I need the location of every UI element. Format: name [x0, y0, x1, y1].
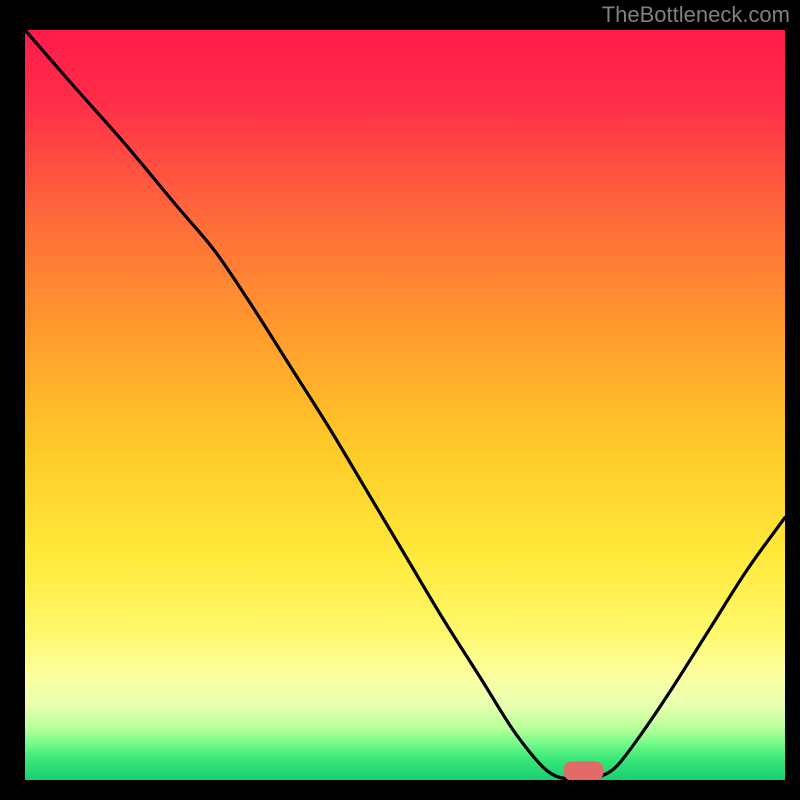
bottleneck-chart-svg — [25, 30, 785, 780]
optimal-point-marker — [564, 761, 604, 780]
plot-area — [25, 30, 785, 780]
chart-container: TheBottleneck.com — [0, 0, 800, 800]
watermark-text: TheBottleneck.com — [602, 2, 790, 28]
gradient-background — [25, 30, 785, 780]
